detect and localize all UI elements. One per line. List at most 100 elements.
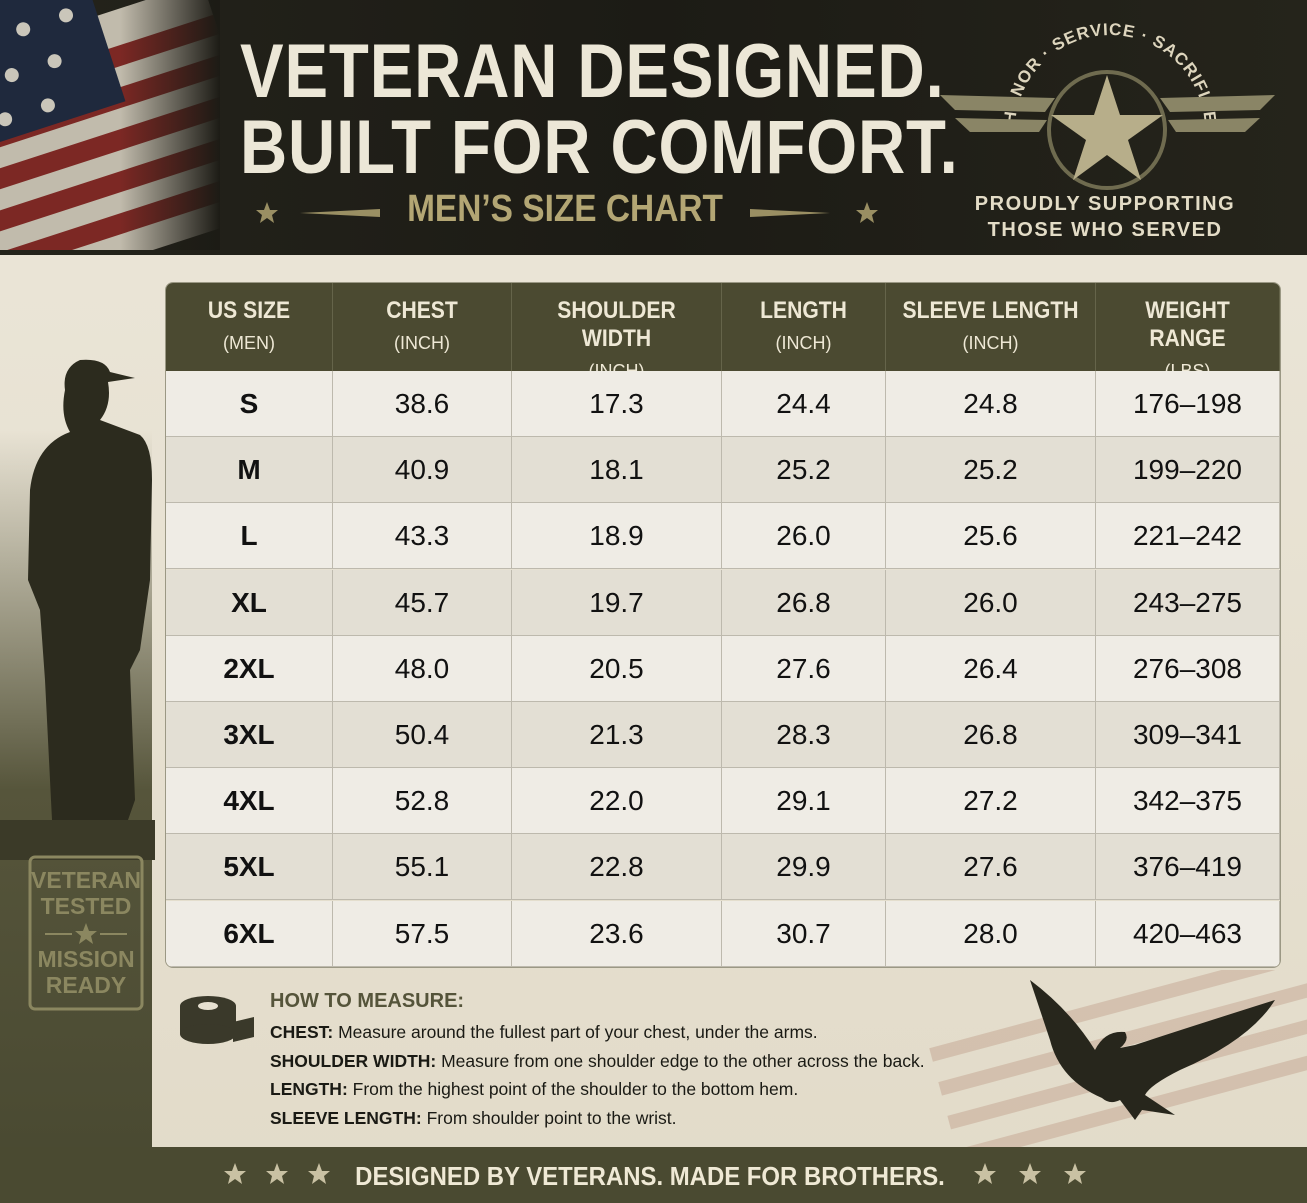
- table-cell: 22.0: [512, 768, 722, 835]
- table-cell: 27.6: [722, 635, 886, 702]
- measure-term: SLEEVE LENGTH:: [270, 1107, 422, 1128]
- column-name: CHEST: [386, 297, 458, 324]
- size-cell: L: [166, 503, 333, 570]
- column-header: WEIGHT RANGE(LBS): [1096, 283, 1280, 381]
- title-line: VETERAN DESIGNED.: [240, 29, 945, 114]
- table-cell: 50.4: [333, 702, 512, 768]
- size-cell: M: [166, 437, 333, 504]
- table-cell: 40.9: [333, 437, 512, 504]
- table-cell: 25.2: [886, 437, 1096, 504]
- subtitle: MEN’S SIZE CHART: [407, 188, 723, 230]
- tape-icon: [180, 996, 254, 1044]
- table-cell: 28.3: [722, 702, 886, 768]
- size-cell: XL: [166, 569, 333, 636]
- column-name: US SIZE: [207, 297, 291, 324]
- side-badge-text: READY: [45, 972, 127, 998]
- footer-band: [0, 1147, 1307, 1203]
- table-cell: 243–275: [1096, 569, 1280, 636]
- table-cell: 21.3: [512, 702, 722, 768]
- table-cell: 18.9: [512, 503, 722, 570]
- side-badge-text: TESTED: [40, 893, 132, 919]
- table-cell: 55.1: [333, 834, 512, 901]
- table-cell: 376–419: [1096, 834, 1280, 901]
- table-cell: 199–220: [1096, 437, 1280, 504]
- measure-term: SHOULDER WIDTH:: [270, 1050, 437, 1071]
- table-cell: 420–463: [1096, 900, 1280, 967]
- measure-term: LENGTH:: [270, 1079, 348, 1099]
- emblem: HONOR · SERVICE · SACRIFICE: [940, 20, 1275, 190]
- column-header: SLEEVE LENGTH (INCH): [886, 283, 1096, 371]
- table-cell: 26.8: [722, 569, 886, 636]
- subtitle-ornament: [256, 202, 878, 223]
- table-cell: 276–308: [1096, 635, 1280, 702]
- measure-item: CHEST: Measure around the fullest part o…: [270, 1022, 818, 1043]
- table-cell: 221–242: [1096, 503, 1280, 570]
- measure-term: CHEST:: [270, 1022, 334, 1042]
- measure-item: SHOULDER WIDTH: Measure from one shoulde…: [270, 1051, 925, 1072]
- measure-text: From the highest point of the shoulder t…: [352, 1079, 799, 1099]
- table-cell: 48.0: [333, 635, 512, 702]
- side-badge-text: VETERAN: [31, 867, 141, 893]
- column-unit: (INCH): [394, 333, 450, 353]
- flag: [0, 0, 220, 250]
- measure-text: Measure around the fullest part of your …: [338, 1022, 818, 1042]
- eagle-flag: [929, 970, 1307, 1147]
- measure-item: LENGTH: From the highest point of the sh…: [270, 1079, 798, 1100]
- column-name: SLEEVE LENGTH: [902, 297, 1079, 324]
- size-table: US SIZE(MEN)CHEST(INCH)SHOULDER WIDTH(IN…: [165, 282, 1281, 968]
- table-cell: 52.8: [333, 768, 512, 835]
- table-cell: 176–198: [1096, 371, 1280, 437]
- measure-item: SLEEVE LENGTH: From shoulder point to th…: [270, 1108, 677, 1129]
- size-cell: 6XL: [166, 900, 333, 967]
- column-header: LENGTH (INCH): [722, 283, 886, 371]
- table-cell: 23.6: [512, 900, 722, 967]
- table-cell: 26.0: [722, 503, 886, 570]
- table-cell: 27.6: [886, 834, 1096, 901]
- column-header: US SIZE (MEN): [166, 283, 333, 371]
- table-cell: 26.4: [886, 635, 1096, 702]
- table-cell: 27.2: [886, 768, 1096, 835]
- table-cell: 57.5: [333, 900, 512, 967]
- table-cell: 25.2: [722, 437, 886, 504]
- column-name: SHOULDER WIDTH: [557, 297, 676, 352]
- size-cell: 5XL: [166, 834, 333, 901]
- table-cell: 19.7: [512, 569, 722, 636]
- table-cell: 24.8: [886, 371, 1096, 437]
- table-cell: 30.7: [722, 900, 886, 967]
- table-cell: 24.4: [722, 371, 886, 437]
- measure-text: From shoulder point to the wrist.: [426, 1107, 677, 1128]
- column-unit: (INCH): [962, 333, 1019, 353]
- table-cell: 25.6: [886, 503, 1096, 570]
- column-name: LENGTH: [760, 297, 847, 324]
- footer-text: DESIGNED BY VETERANS. MADE FOR BROTHERS.: [355, 1161, 945, 1191]
- column-header: SHOULDER WIDTH(INCH): [512, 283, 722, 381]
- footer-stars: [224, 1163, 1086, 1184]
- column-unit: (MEN): [223, 333, 275, 353]
- emblem-text: PROUDLY SUPPORTING: [974, 193, 1236, 215]
- table-cell: 20.5: [512, 635, 722, 702]
- column-unit: (INCH): [775, 333, 832, 353]
- size-cell: 2XL: [166, 635, 333, 702]
- table-cell: 26.0: [886, 569, 1096, 636]
- column-header: CHEST (INCH): [333, 283, 512, 371]
- side-badge-text: MISSION: [37, 946, 135, 972]
- title-line: BUILT FOR COMFORT.: [240, 105, 959, 190]
- size-cell: S: [166, 371, 333, 437]
- table-cell: 26.8: [886, 702, 1096, 768]
- table-cell: 28.0: [886, 900, 1096, 967]
- column-name: WEIGHT RANGE: [1145, 297, 1230, 352]
- table-cell: 22.8: [512, 834, 722, 901]
- table-cell: 45.7: [333, 569, 512, 636]
- table-cell: 309–341: [1096, 702, 1280, 768]
- measure-text: Measure from one shoulder edge to the ot…: [441, 1050, 925, 1071]
- size-cell: 3XL: [166, 702, 333, 768]
- table-cell: 29.1: [722, 768, 886, 835]
- table-cell: 38.6: [333, 371, 512, 437]
- table-cell: 29.9: [722, 834, 886, 901]
- emblem-text: THOSE WHO SERVED: [987, 219, 1223, 241]
- table-cell: 18.1: [512, 437, 722, 504]
- measure-title: HOW TO MEASURE:: [270, 990, 465, 1012]
- size-cell: 4XL: [166, 768, 333, 835]
- table-cell: 342–375: [1096, 768, 1280, 835]
